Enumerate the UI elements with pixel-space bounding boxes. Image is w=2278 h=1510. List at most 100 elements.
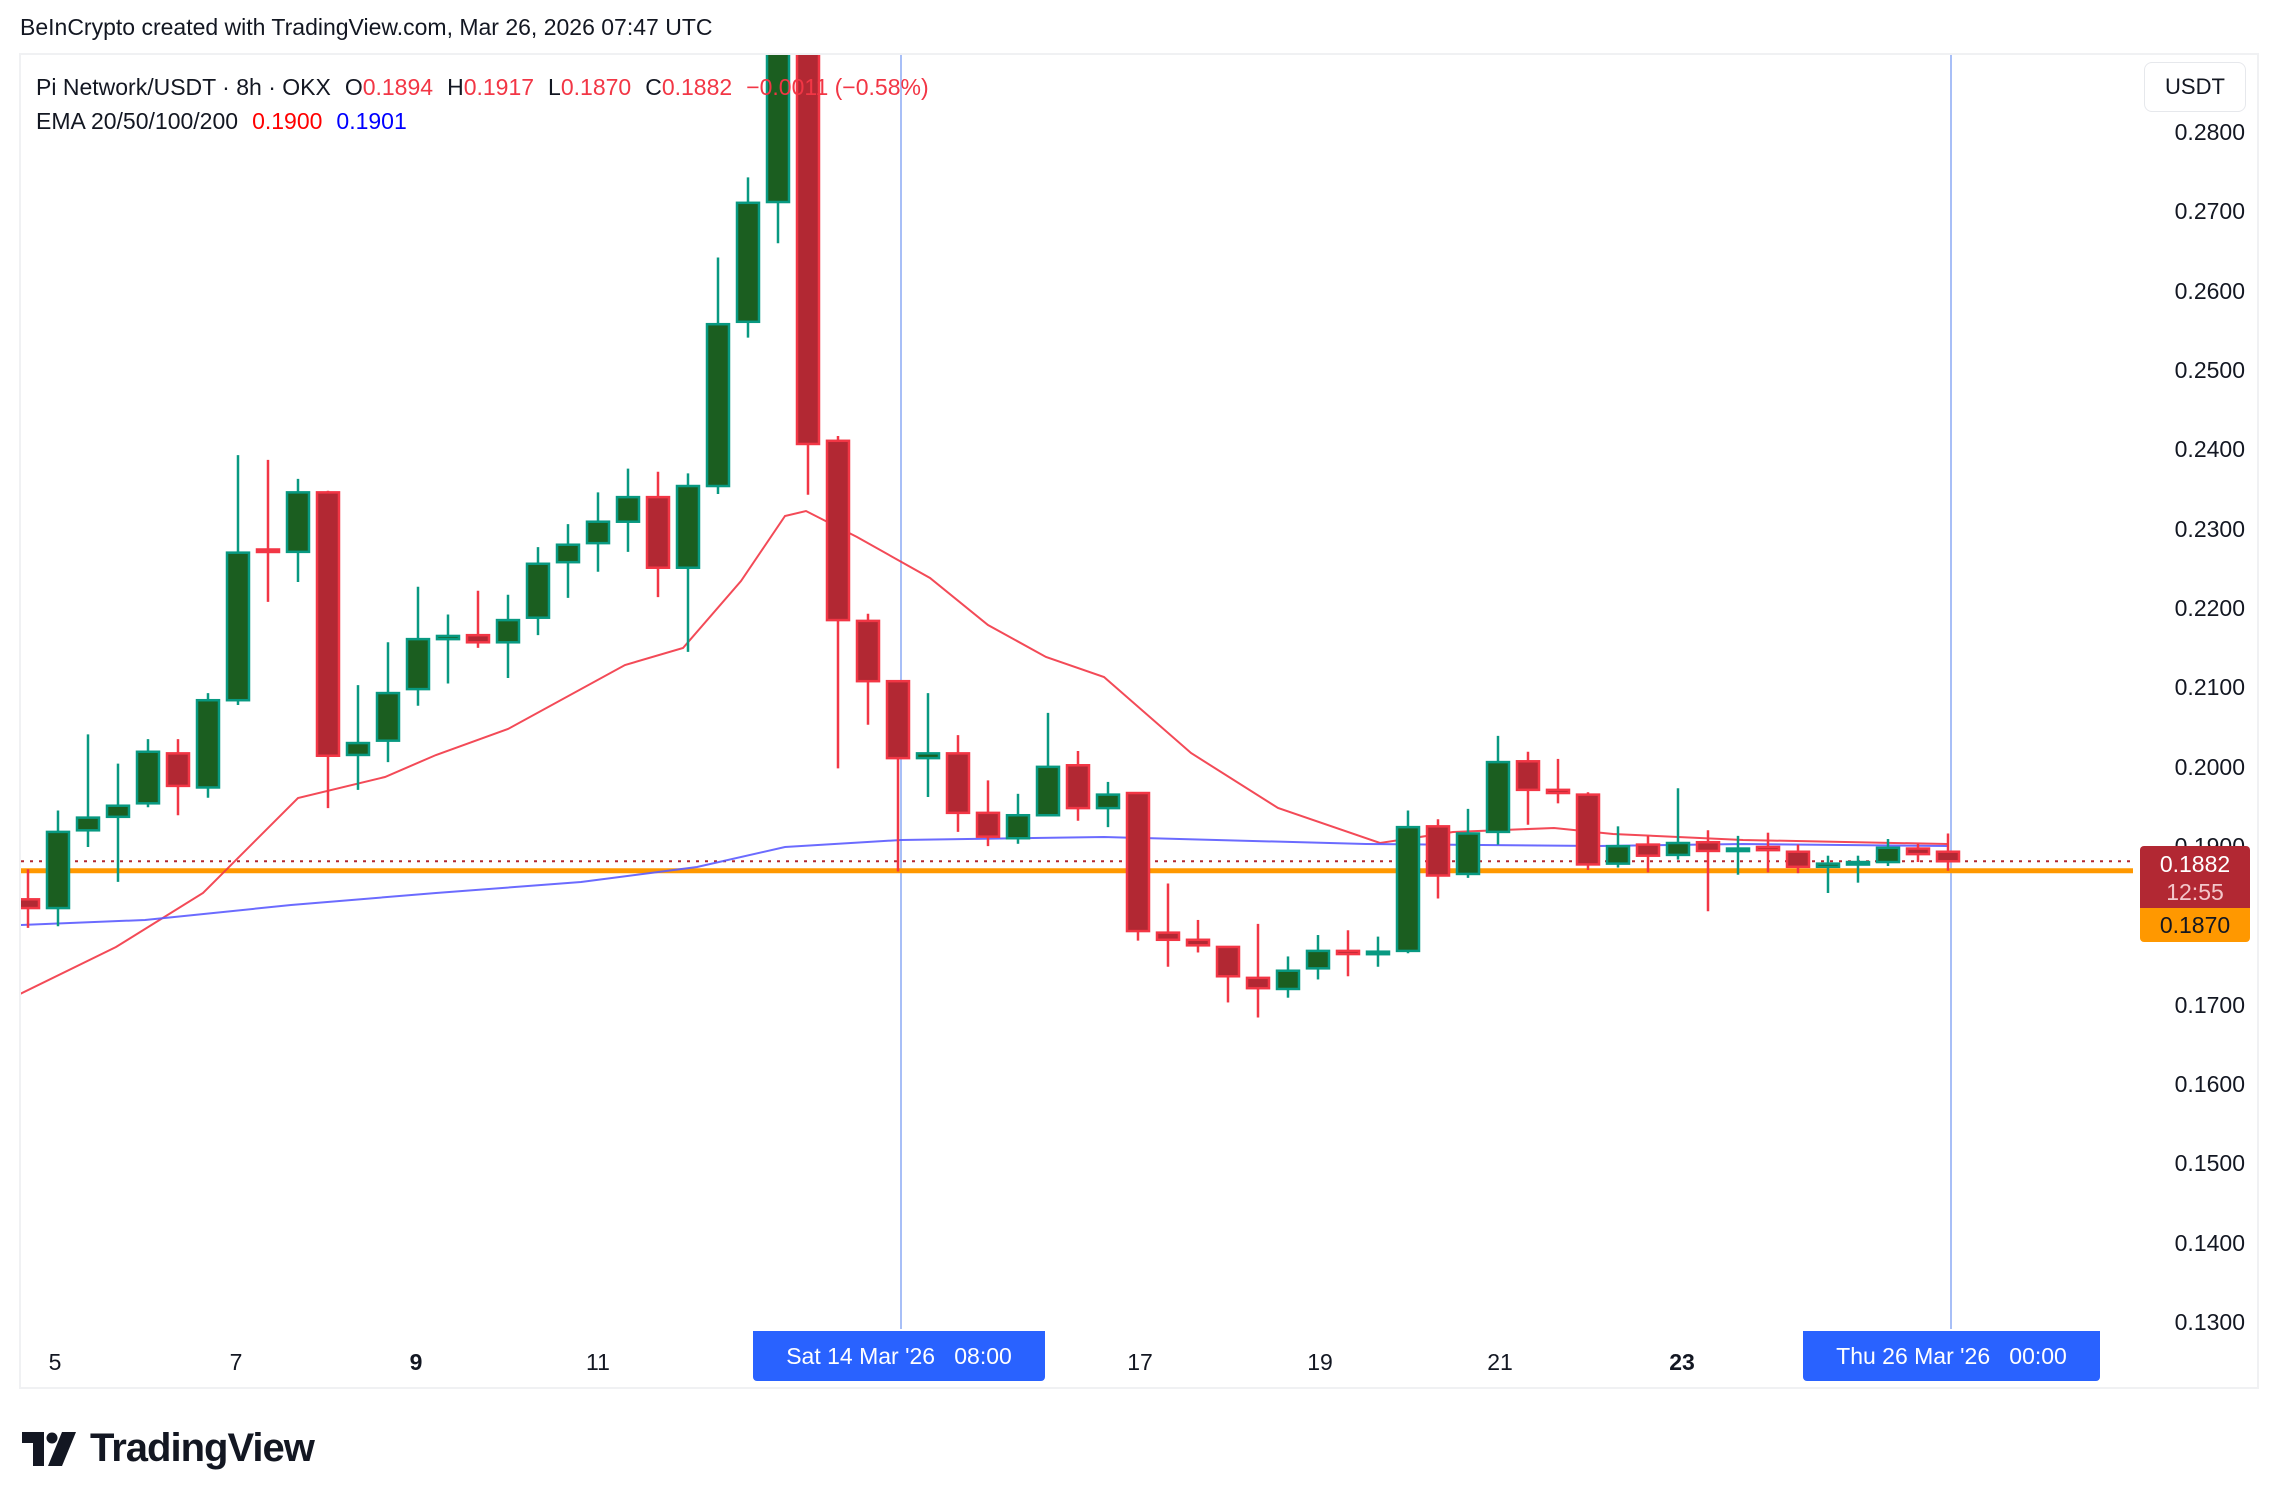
- candle-body: [1515, 760, 1541, 792]
- low-label: L: [548, 74, 561, 100]
- candle[interactable]: [885, 679, 911, 872]
- candle[interactable]: [915, 693, 941, 797]
- candle[interactable]: [1155, 883, 1181, 967]
- last-price-badge: 0.1882 12:55: [2140, 846, 2250, 910]
- candle[interactable]: [1485, 735, 1511, 845]
- candle[interactable]: [1725, 835, 1751, 875]
- candle[interactable]: [765, 14, 791, 244]
- high-label: H: [447, 74, 464, 100]
- candle[interactable]: [645, 471, 671, 598]
- symbol-label[interactable]: Pi Network/USDT · 8h · OKX: [36, 74, 331, 100]
- candle[interactable]: [1785, 844, 1811, 874]
- candle-body: [1605, 844, 1631, 865]
- candle-body: [495, 618, 521, 644]
- candle[interactable]: [1815, 855, 1841, 893]
- candle[interactable]: [1395, 810, 1421, 954]
- candle[interactable]: [1005, 793, 1031, 844]
- candle[interactable]: [675, 473, 701, 652]
- candle-body: [21, 898, 41, 910]
- candle-body: [1665, 841, 1691, 857]
- candle[interactable]: [1905, 843, 1931, 863]
- candle-body: [1755, 845, 1781, 852]
- candle-body: [1485, 760, 1511, 834]
- candle-body: [375, 691, 401, 742]
- candle[interactable]: [1245, 923, 1271, 1018]
- candle-body: [1425, 825, 1451, 877]
- candle[interactable]: [1425, 819, 1451, 899]
- price-tick-label: 0.1500: [2174, 1150, 2245, 1177]
- candle-body: [735, 201, 761, 324]
- candle[interactable]: [585, 492, 611, 572]
- candle[interactable]: [375, 642, 401, 763]
- candle[interactable]: [1065, 750, 1091, 821]
- candle[interactable]: [525, 547, 551, 636]
- candle[interactable]: [75, 734, 101, 847]
- open-value: 0.1894: [362, 74, 434, 100]
- candle[interactable]: [705, 257, 731, 494]
- candle[interactable]: [855, 613, 881, 725]
- candle-body: [1725, 847, 1751, 853]
- candle[interactable]: [1755, 832, 1781, 873]
- chart-credit: BeInCrypto created with TradingView.com,…: [20, 14, 713, 40]
- candle[interactable]: [1455, 808, 1481, 878]
- candle[interactable]: [225, 455, 251, 705]
- candle[interactable]: [1845, 855, 1871, 883]
- candle-body: [1875, 846, 1901, 864]
- candle-body: [165, 752, 191, 788]
- candle[interactable]: [405, 586, 431, 706]
- candle-body: [1335, 949, 1361, 956]
- candle[interactable]: [1125, 791, 1151, 941]
- candle-body: [1695, 840, 1721, 853]
- candle[interactable]: [1185, 919, 1211, 953]
- candle[interactable]: [1275, 956, 1301, 998]
- candle[interactable]: [1605, 826, 1631, 868]
- candle[interactable]: [195, 693, 221, 798]
- candle[interactable]: [945, 735, 971, 832]
- candle[interactable]: [825, 436, 851, 769]
- candle[interactable]: [105, 763, 131, 882]
- candle[interactable]: [1515, 751, 1541, 825]
- candle[interactable]: [1695, 830, 1721, 912]
- candle[interactable]: [315, 490, 341, 809]
- candle[interactable]: [285, 478, 311, 583]
- candle[interactable]: [1215, 945, 1241, 1003]
- candle[interactable]: [435, 614, 461, 684]
- ema-label[interactable]: EMA 20/50/100/200: [36, 108, 239, 134]
- candle[interactable]: [45, 810, 71, 927]
- candle[interactable]: [1575, 792, 1601, 870]
- tradingview-logo[interactable]: TradingView: [22, 1426, 315, 1471]
- currency-unit-button[interactable]: USDT: [2144, 62, 2246, 112]
- candle-body: [465, 633, 491, 644]
- candle-body: [105, 804, 131, 819]
- candle[interactable]: [165, 739, 191, 816]
- candle[interactable]: [345, 685, 371, 790]
- candle[interactable]: [1875, 839, 1901, 867]
- candle[interactable]: [1635, 835, 1661, 873]
- candle[interactable]: [1335, 930, 1361, 977]
- candle[interactable]: [465, 590, 491, 648]
- candle[interactable]: [17, 869, 41, 928]
- candle-body: [645, 495, 671, 569]
- candle[interactable]: [135, 739, 161, 808]
- candle[interactable]: [615, 468, 641, 552]
- candle[interactable]: [495, 594, 521, 678]
- candle[interactable]: [1665, 788, 1691, 860]
- candle[interactable]: [975, 780, 1001, 847]
- candle[interactable]: [1545, 758, 1571, 804]
- candle[interactable]: [555, 524, 581, 598]
- time-tick-label: 17: [1127, 1349, 1153, 1375]
- candle[interactable]: [1305, 935, 1331, 980]
- price-tick-label: 0.2800: [2174, 119, 2245, 145]
- candle[interactable]: [795, 14, 821, 495]
- candle-body: [1845, 860, 1871, 866]
- candle[interactable]: [255, 459, 281, 602]
- candle-body: [1155, 931, 1181, 942]
- candle[interactable]: [1095, 781, 1121, 828]
- candle[interactable]: [1935, 833, 1961, 871]
- candle[interactable]: [735, 177, 761, 338]
- candle[interactable]: [1035, 712, 1061, 817]
- candle[interactable]: [1365, 936, 1391, 967]
- tradingview-wordmark: TradingView: [90, 1426, 315, 1470]
- candle-body: [555, 543, 581, 564]
